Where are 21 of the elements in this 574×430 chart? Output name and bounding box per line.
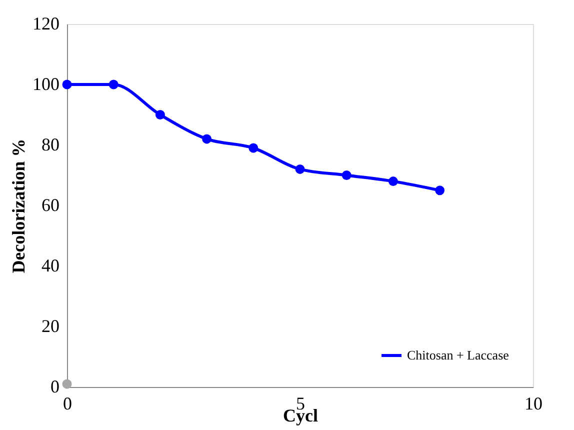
y-tick-label: 100: [32, 74, 60, 94]
y-axis-title: Decolorization %: [8, 138, 28, 274]
y-tick-label: 0: [50, 376, 60, 396]
y-tick-label: 80: [42, 134, 60, 154]
y-tick-label: 20: [42, 316, 60, 336]
y-tick-label: 60: [42, 195, 60, 215]
point: [388, 176, 398, 186]
point: [108, 80, 118, 90]
legend-label: Chitosan + Laccase: [407, 348, 510, 362]
x-tick-label: 10: [524, 394, 542, 414]
point: [62, 379, 72, 389]
y-tick-label: 120: [32, 14, 60, 34]
point: [295, 164, 305, 174]
point: [62, 80, 72, 90]
point: [155, 110, 165, 120]
y-tick-label: 40: [42, 256, 60, 276]
point: [248, 143, 258, 153]
point: [202, 134, 212, 144]
x-tick-label: 0: [63, 394, 72, 414]
point: [435, 186, 445, 196]
point: [342, 170, 352, 180]
